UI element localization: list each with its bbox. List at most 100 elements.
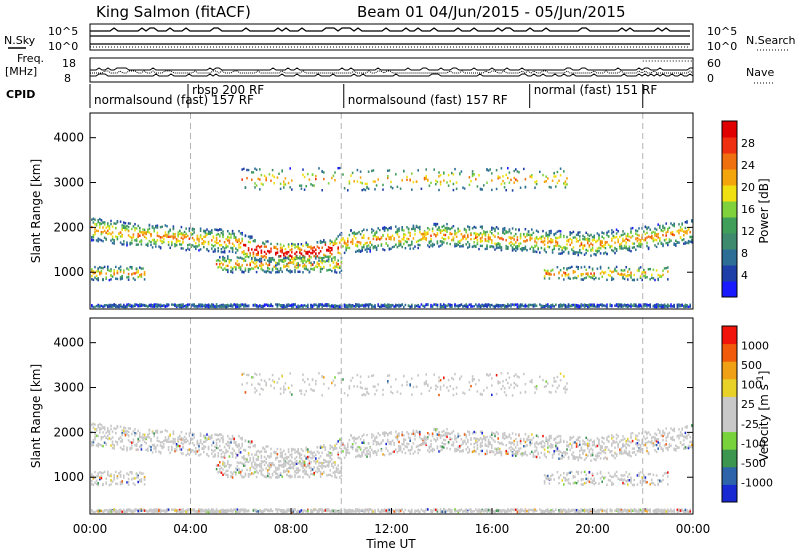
velocity-cell	[131, 510, 133, 514]
velocity-cell	[132, 482, 135, 485]
power-cell	[347, 237, 349, 240]
power-cell	[654, 305, 656, 309]
velocity-cell	[175, 449, 178, 452]
power-cell	[678, 232, 680, 235]
power-cell	[604, 304, 607, 308]
power-cell	[553, 305, 555, 308]
power-cell	[467, 233, 469, 237]
power-cell	[625, 274, 627, 278]
velocity-cell	[249, 441, 251, 445]
velocity-cell	[195, 446, 197, 450]
power-cell	[366, 250, 368, 253]
power-cell	[481, 239, 483, 243]
power-cell	[215, 228, 218, 232]
power-cell	[193, 228, 195, 231]
velocity-cell	[294, 508, 296, 511]
power-cell	[233, 232, 235, 236]
power-cell	[502, 175, 504, 178]
power-cell	[631, 246, 634, 249]
power-cell	[350, 174, 352, 177]
power-cell	[279, 250, 282, 253]
velocity-cell	[110, 427, 112, 431]
power-cell	[547, 241, 549, 244]
power-cell	[204, 303, 207, 307]
power-cell	[382, 183, 384, 187]
power-cell	[305, 267, 307, 271]
power-cell	[577, 231, 579, 234]
velocity-cell	[233, 441, 235, 444]
power-cell	[139, 303, 141, 306]
power-cell	[355, 250, 357, 254]
velocity-cell	[97, 510, 99, 513]
power-cell	[151, 246, 154, 249]
velocity-cell	[198, 508, 200, 511]
power-cell	[527, 305, 530, 308]
power-cell	[407, 228, 410, 231]
power-cell	[577, 239, 579, 243]
velocity-cell	[305, 389, 307, 393]
power-cell	[297, 305, 299, 309]
power-cell	[391, 234, 394, 237]
power-cell	[631, 242, 634, 245]
velocity-cell	[283, 462, 285, 465]
power-cell	[393, 238, 395, 241]
velocity-cell	[246, 460, 248, 463]
velocity-cell	[231, 451, 234, 455]
power-cell	[444, 226, 447, 230]
velocity-cell	[140, 472, 143, 475]
velocity-cell	[271, 461, 274, 465]
velocity-cell	[262, 446, 264, 449]
power-cell	[419, 225, 421, 229]
power-cell	[430, 181, 432, 185]
power-cell	[359, 243, 362, 246]
power-cell	[559, 230, 562, 233]
velocity-cell	[140, 448, 143, 451]
velocity-cell	[139, 479, 141, 482]
power-cell	[495, 246, 498, 250]
power-cell	[337, 246, 339, 249]
power-cell	[657, 305, 659, 308]
power-cell	[516, 238, 519, 242]
power-cell	[220, 243, 223, 247]
velocity-cell	[188, 508, 191, 511]
velocity-cell	[291, 447, 293, 451]
power-cell	[305, 266, 307, 269]
velocity-cell	[241, 456, 243, 459]
power-cell	[425, 175, 427, 178]
power-cell	[545, 231, 547, 235]
velocity-cell	[124, 431, 127, 434]
power-cell	[572, 271, 575, 274]
power-cell	[489, 245, 491, 248]
velocity-cell	[140, 445, 143, 448]
power-cell	[231, 232, 234, 235]
power-cell	[657, 278, 659, 282]
power-cell	[515, 178, 517, 181]
velocity-cell	[191, 508, 194, 511]
velocity-cell	[102, 436, 104, 439]
velocity-cell	[235, 443, 237, 447]
power-cell	[639, 245, 642, 249]
velocity-cell	[299, 462, 301, 465]
power-cell	[507, 245, 509, 249]
velocity-cell	[279, 508, 282, 512]
power-cell	[383, 228, 386, 231]
velocity-cell	[187, 510, 189, 513]
power-cell	[134, 304, 136, 308]
power-cell	[159, 303, 162, 306]
power-cell	[566, 243, 568, 246]
power-cell	[595, 253, 597, 256]
power-cell	[526, 232, 528, 236]
nsearch-label: N.Search	[746, 34, 796, 47]
power-cell	[182, 247, 184, 250]
power-cell	[324, 241, 327, 244]
velocity-cell	[235, 510, 237, 513]
power-cell	[286, 303, 288, 307]
power-cell	[439, 231, 442, 235]
power-cell	[121, 235, 123, 238]
power-cell	[396, 245, 399, 249]
velocity-cell	[155, 509, 157, 512]
power-cell	[287, 257, 290, 261]
power-cell	[332, 256, 335, 259]
power-cell	[302, 305, 304, 309]
